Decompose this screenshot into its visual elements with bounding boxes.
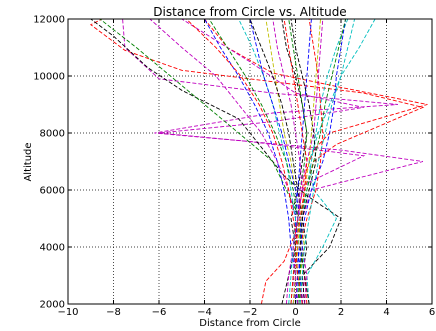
- series-line: [295, 18, 347, 305]
- x-tick-label: −6: [152, 307, 167, 318]
- x-tick-label: −2: [243, 307, 258, 318]
- x-tick-label: 6: [429, 307, 435, 318]
- series-line: [295, 18, 349, 305]
- y-tick-label: 2000: [40, 300, 65, 311]
- x-tick-label: 2: [338, 307, 344, 318]
- series-line: [90, 18, 342, 305]
- x-tick-label: 4: [383, 307, 389, 318]
- series-line: [265, 18, 306, 305]
- series-line: [299, 18, 356, 305]
- grid: [68, 19, 432, 304]
- series-line: [249, 18, 308, 305]
- x-tick-label: −8: [106, 307, 121, 318]
- series-line: [299, 18, 324, 305]
- y-tick-label: 6000: [40, 186, 65, 197]
- series-line: [306, 18, 376, 305]
- series-line: [99, 18, 306, 305]
- series-line: [290, 18, 317, 305]
- y-tick-label: 8000: [40, 129, 65, 140]
- series-line: [238, 18, 296, 305]
- series-line: [297, 18, 324, 305]
- series-line: [281, 18, 308, 305]
- x-axis-label: Distance from Circle: [199, 318, 300, 329]
- series-line: [204, 18, 428, 305]
- series-line: [249, 18, 303, 305]
- y-tick-label: 12000: [33, 15, 65, 26]
- series-line: [185, 18, 299, 305]
- x-tick-label: 0: [292, 307, 298, 318]
- x-axis: −10 −8 −6 −4 −2 0 2 4 6: [57, 19, 435, 318]
- series-line: [208, 18, 303, 305]
- series-line: [149, 18, 296, 305]
- y-axis-label: Altitude: [23, 142, 34, 181]
- series-line: [292, 18, 347, 305]
- chart-title: Distance from Circle vs. Altitude: [153, 5, 346, 19]
- series-line: [272, 18, 303, 305]
- y-tick-label: 10000: [33, 72, 65, 83]
- y-axis: 2000 4000 6000 8000 10000 12000: [33, 15, 432, 311]
- y-tick-label: 4000: [40, 243, 65, 254]
- series-group: [89, 18, 428, 305]
- x-tick-label: −10: [57, 307, 78, 318]
- x-tick-label: −4: [197, 307, 212, 318]
